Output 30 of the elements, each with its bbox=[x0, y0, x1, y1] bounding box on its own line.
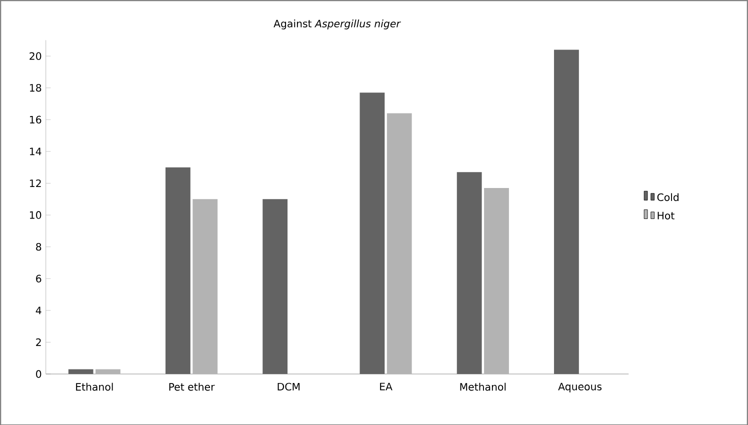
bar bbox=[360, 92, 385, 374]
x-tick-label: EA bbox=[380, 382, 392, 390]
bar bbox=[554, 49, 579, 374]
y-tick-label: 18 bbox=[30, 84, 42, 92]
x-tick-label: Methanol bbox=[460, 382, 506, 390]
bar bbox=[192, 198, 218, 374]
y-tick-label: 10 bbox=[30, 210, 42, 219]
bar bbox=[386, 113, 412, 374]
y-tick-label: 0 bbox=[36, 370, 42, 378]
x-tick-label: Aqueous bbox=[558, 382, 602, 392]
y-tick-label: 4 bbox=[36, 306, 42, 314]
x-tick-label: Pet ether bbox=[169, 382, 215, 390]
bar bbox=[456, 172, 482, 374]
bar bbox=[262, 198, 288, 374]
y-tick-label: 16 bbox=[30, 116, 42, 124]
y-tick-label: 12 bbox=[30, 179, 41, 187]
legend-label: Hot bbox=[658, 212, 674, 220]
legend-label: Cold bbox=[657, 192, 678, 201]
y-tick-label: 14 bbox=[30, 148, 42, 155]
bar bbox=[484, 188, 509, 374]
x-tick-label: DCM bbox=[278, 382, 300, 390]
bar bbox=[166, 167, 190, 374]
chart-title: Against Aspergillus niger bbox=[274, 19, 401, 30]
y-tick-label: 2 bbox=[36, 338, 41, 346]
y-tick-label: 20 bbox=[30, 52, 42, 60]
y-tick-label: 6 bbox=[36, 274, 42, 282]
bar bbox=[68, 368, 94, 374]
y-tick-label: 8 bbox=[36, 242, 42, 250]
bar bbox=[96, 368, 120, 374]
x-tick-label: Ethanol bbox=[76, 382, 113, 390]
